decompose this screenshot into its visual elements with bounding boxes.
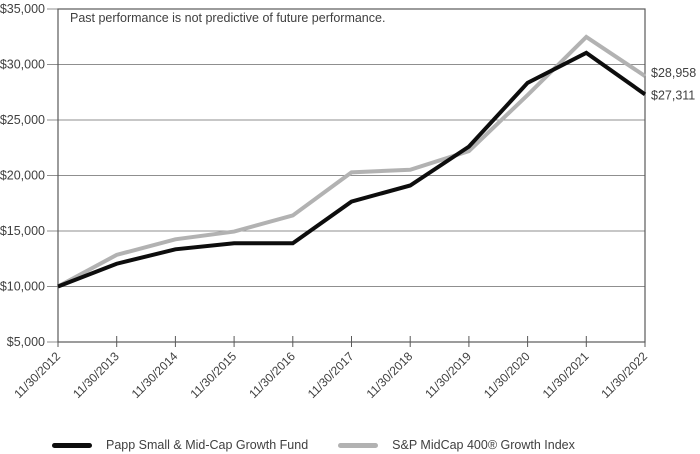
fund-line	[57, 50, 647, 289]
x-axis-label: 11/30/2013	[70, 349, 122, 401]
disclaimer-text: Past performance is not predictive of fu…	[70, 11, 386, 25]
x-axis-label: 11/30/2016	[246, 349, 298, 401]
y-axis-label: $25,000	[0, 113, 45, 127]
y-axis-label: $5,000	[7, 335, 45, 349]
legend-label-fund: Papp Small & Mid-Cap Growth Fund	[106, 438, 309, 452]
y-axis-label: $10,000	[0, 280, 45, 294]
index-line	[57, 34, 647, 289]
index-end-value-label: $28,958	[651, 66, 696, 80]
legend: Papp Small & Mid-Cap Growth Fund S&P Mid…	[52, 438, 575, 452]
legend-item-index: S&P MidCap 400® Growth Index	[338, 438, 575, 452]
x-axis-label: 11/30/2014	[129, 349, 181, 401]
y-axis-label: $20,000	[0, 169, 45, 183]
legend-item-fund: Papp Small & Mid-Cap Growth Fund	[52, 438, 308, 452]
x-axis-label: 11/30/2017	[305, 349, 357, 401]
y-axis-label: $15,000	[0, 224, 45, 238]
x-axis-label: 11/30/2022	[598, 349, 650, 401]
legend-label-index: S&P MidCap 400® Growth Index	[392, 438, 575, 452]
x-axis-label: 11/30/2015	[187, 349, 239, 401]
fund-line-swatch	[52, 442, 92, 448]
index-line-swatch	[338, 442, 379, 448]
x-axis-label: 11/30/2012	[11, 349, 63, 401]
y-axis-label: $30,000	[0, 58, 45, 72]
x-axis-label: 11/30/2020	[481, 349, 533, 401]
y-axis-label: $35,000	[0, 2, 45, 16]
x-axis-label: 11/30/2021	[540, 349, 592, 401]
x-axis-label: 11/30/2019	[422, 349, 474, 401]
fund-end-value-label: $27,311	[651, 88, 695, 102]
x-axis-label: 11/30/2018	[364, 349, 416, 401]
plot-border	[57, 8, 646, 343]
